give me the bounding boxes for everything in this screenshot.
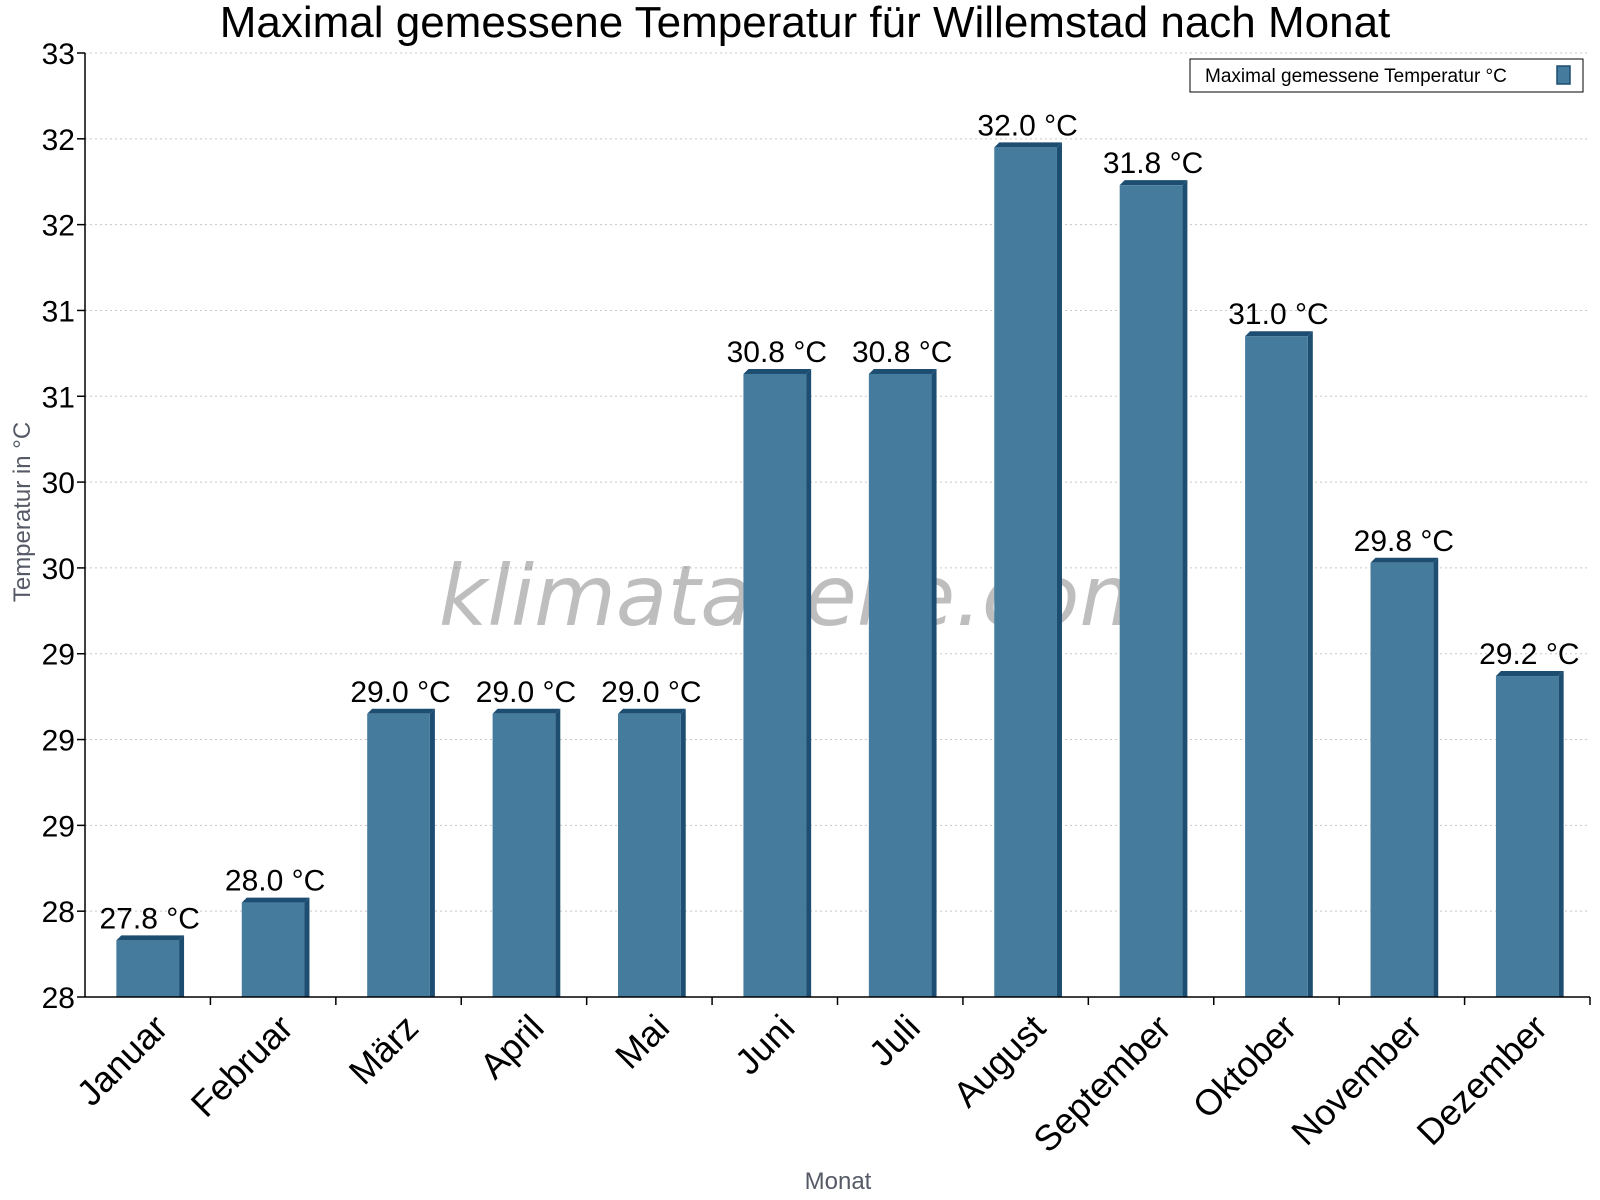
- bar-side: [1433, 557, 1439, 997]
- bar-side: [1558, 671, 1564, 997]
- bar-side: [555, 708, 561, 997]
- y-axis-label: Temperatur in °C: [9, 422, 36, 602]
- bar-top: [1119, 180, 1188, 186]
- data-label: 30.8 °C: [852, 336, 952, 369]
- bar: [994, 142, 1062, 997]
- bar-face: [1495, 676, 1559, 997]
- bar: [367, 708, 435, 997]
- data-label: 29.2 °C: [1479, 638, 1579, 671]
- bar: [241, 897, 310, 997]
- y-tick-label: 30: [42, 553, 75, 586]
- data-label: 27.8 °C: [100, 902, 200, 935]
- bar-side: [179, 935, 185, 997]
- y-tick-label: 29: [42, 810, 75, 843]
- bar-top: [492, 708, 561, 714]
- gridlines: [85, 52, 1590, 912]
- bar-face: [1119, 185, 1183, 997]
- data-label: 29.0 °C: [350, 676, 450, 709]
- bar-side: [1307, 331, 1313, 997]
- data-label: 29.0 °C: [601, 676, 701, 709]
- bar-top: [116, 935, 185, 941]
- bar-top: [1245, 331, 1313, 337]
- y-tick-label: 32: [42, 210, 75, 243]
- bar-side: [429, 708, 435, 997]
- data-label: 28.0 °C: [225, 865, 325, 898]
- bar-face: [1245, 336, 1308, 997]
- data-label: 29.8 °C: [1354, 525, 1454, 558]
- bar-face: [367, 713, 430, 997]
- bar-side: [931, 368, 937, 998]
- y-tick-label: 31: [42, 295, 75, 328]
- bar: [116, 935, 185, 997]
- bar-face: [1370, 562, 1434, 997]
- y-tick-label: 29: [42, 639, 75, 672]
- bar-side: [806, 368, 812, 998]
- bar: [743, 368, 812, 998]
- bar: [868, 368, 937, 998]
- bar: [1495, 671, 1564, 997]
- data-label: 32.0 °C: [977, 109, 1077, 142]
- bar-face: [743, 373, 807, 998]
- bar-face: [241, 902, 305, 997]
- data-label: 31.0 °C: [1228, 298, 1328, 331]
- y-tick-label: 33: [42, 38, 75, 71]
- bar-face: [492, 713, 556, 997]
- bar: [1245, 331, 1313, 997]
- bar-top: [241, 897, 310, 903]
- y-tick-label: 28: [42, 896, 75, 929]
- bar-top: [1370, 557, 1439, 563]
- y-tick-label: 28: [42, 982, 75, 1015]
- bar-top: [367, 708, 435, 714]
- bar-side: [680, 708, 686, 997]
- y-tick-label: 32: [42, 124, 75, 157]
- bar-face: [116, 940, 180, 997]
- y-axis-ticks: 28 28 29 29 29 30 30 31 31 32 32 33: [42, 38, 85, 1015]
- bar-top: [743, 368, 812, 374]
- legend-box: [1189, 58, 1584, 93]
- bar-side: [1182, 180, 1188, 997]
- bar-face: [994, 147, 1057, 997]
- bar-top: [1495, 671, 1564, 677]
- bar-top: [868, 368, 937, 374]
- legend-swatch: [1556, 65, 1571, 85]
- bar-face: [868, 373, 932, 998]
- x-axis-label: Monat: [805, 1168, 872, 1195]
- legend: Maximal gemessene Temperatur °C: [1189, 58, 1584, 93]
- data-label: 30.8 °C: [727, 336, 827, 369]
- bar: [618, 708, 686, 997]
- bar-top: [994, 142, 1062, 148]
- bar-side: [1056, 142, 1062, 997]
- y-tick-label: 29: [42, 725, 75, 758]
- bar-top: [618, 708, 686, 714]
- y-tick-label: 31: [42, 381, 75, 414]
- y-tick-label: 30: [42, 467, 75, 500]
- bar: [492, 708, 561, 997]
- legend-label: Maximal gemessene Temperatur °C: [1205, 66, 1507, 87]
- data-label: 29.0 °C: [476, 676, 576, 709]
- data-label: 31.8 °C: [1103, 147, 1203, 180]
- chart-title: Maximal gemessene Temperatur für Willems…: [220, 0, 1391, 47]
- bar-side: [304, 897, 310, 997]
- bar: [1370, 557, 1439, 997]
- bar-face: [618, 713, 681, 997]
- bar: [1119, 180, 1188, 997]
- data-labels: 27.8 °C 28.0 °C 29.0 °C 29.0 °C 29.0 °C 30.8 …: [100, 109, 1580, 935]
- bar-series: [116, 142, 1564, 998]
